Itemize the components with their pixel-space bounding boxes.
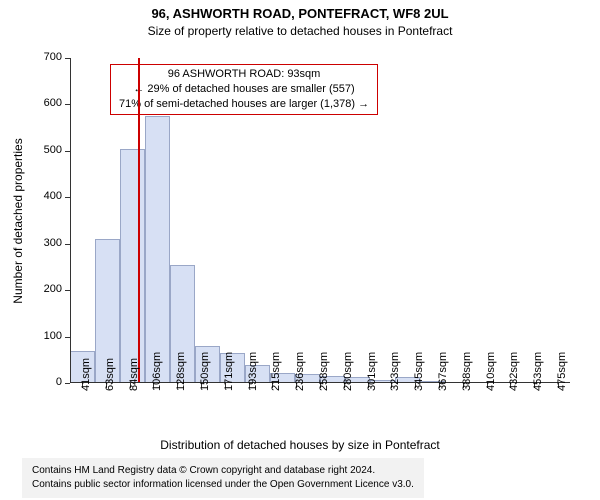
- x-axis-label: Distribution of detached houses by size …: [0, 438, 600, 452]
- y-axis-label: Number of detached properties: [11, 138, 25, 303]
- footer-line-2: Contains public sector information licen…: [32, 478, 414, 492]
- histogram-bar: [120, 149, 145, 383]
- y-tick-label: 400: [44, 190, 62, 202]
- y-tick-label: 600: [44, 97, 62, 109]
- y-tick-label: 100: [44, 330, 62, 342]
- chart-subtitle: Size of property relative to detached ho…: [0, 24, 600, 38]
- histogram-plot: [70, 58, 570, 383]
- property-marker-line: [138, 58, 140, 383]
- y-tick-label: 500: [44, 144, 62, 156]
- y-tick-label: 0: [56, 376, 62, 388]
- y-tick-label: 200: [44, 283, 62, 295]
- y-tick-label: 700: [44, 51, 62, 63]
- footer-line-1: Contains HM Land Registry data © Crown c…: [32, 464, 414, 478]
- histogram-bar: [145, 116, 170, 383]
- chart-title: 96, ASHWORTH ROAD, PONTEFRACT, WF8 2UL: [0, 6, 600, 21]
- footer-attribution: Contains HM Land Registry data © Crown c…: [22, 458, 424, 498]
- y-tick-label: 300: [44, 237, 62, 249]
